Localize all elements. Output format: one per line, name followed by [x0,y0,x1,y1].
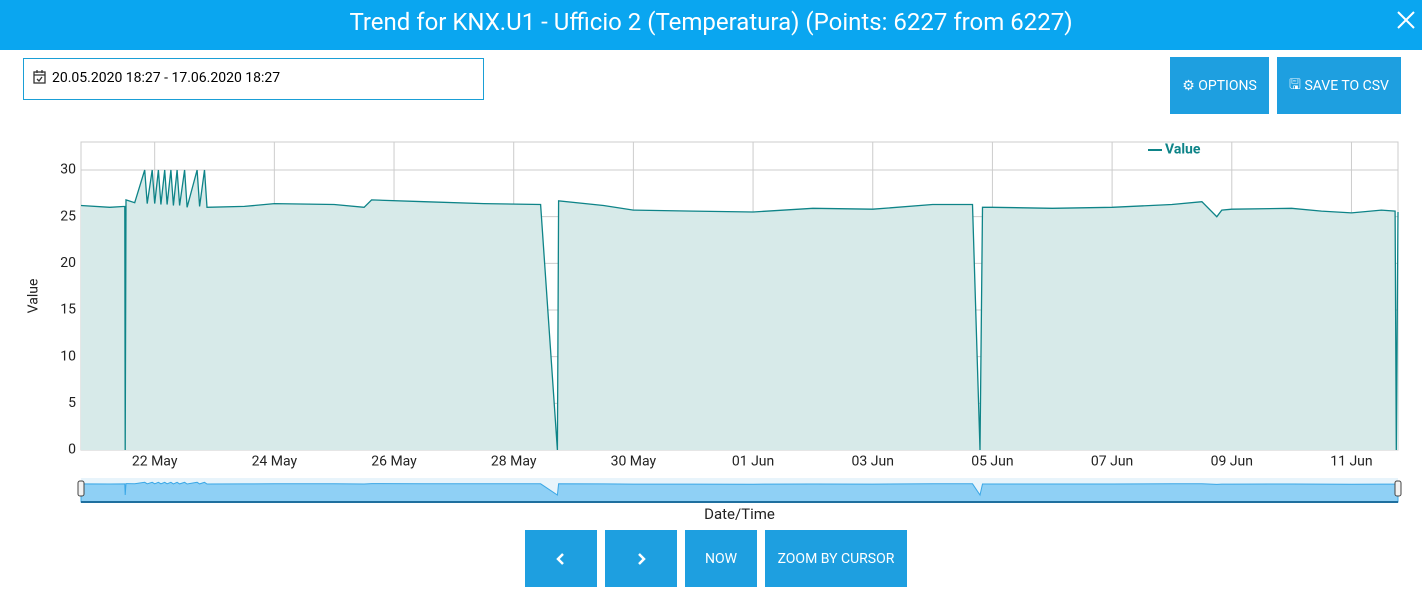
chart: 0 5 10 15 20 25 30 22 May 24 May 26 May 28 May 30 M… [26,141,1402,523]
x-tick-label: 01 Jun [732,454,774,470]
zoom-button[interactable]: ZOOM BY CURSOR [765,530,907,587]
prev-icon [556,552,564,565]
button-label: 🖫 [1289,76,1305,93]
navigator-handle [1394,480,1402,497]
series-line [80,169,1399,451]
y-tick-label: 30 [60,162,76,178]
x-tick-label: 09 Jun [1211,454,1253,470]
x-tick-label: 05 Jun [971,454,1013,470]
date-range-input[interactable]: 20.05.2020 18:27 - 17.06.2020 18:27 [23,58,484,100]
y-tick-label: 5 [68,395,76,411]
x-tick-label: 24 May [252,454,298,470]
options-button[interactable]: ⚙ OPTIONS [1170,57,1269,114]
y-tick-label: 25 [60,208,76,224]
button-label: SAVE TO CSV [1304,77,1389,94]
area-fill [81,170,1398,450]
y-tick-label: 10 [60,348,76,364]
x-tick-label: 03 Jun [852,454,894,470]
x-tick-label: 26 May [371,454,417,470]
prev-button[interactable] [525,530,597,587]
y-tick-label: 15 [60,302,76,318]
legend-label: Value [1165,142,1201,158]
y-axis-label: Value [26,279,42,314]
x-tick-label: 22 May [132,454,178,470]
x-tick-label: 11 Jun [1330,454,1372,470]
x-tick-label: 30 May [611,454,657,470]
navigator-handle [77,480,85,497]
navigator-area [80,481,1399,503]
calendar-icon [33,70,46,84]
now-button[interactable]: NOW [685,530,757,587]
save-csv-button[interactable]: 🖫 SAVE TO CSV [1277,57,1401,114]
next-button[interactable] [605,530,677,587]
button-label: OPTIONS [1198,77,1257,94]
y-tick-label: 0 [68,442,76,458]
button-label: ⚙ [1182,77,1199,94]
next-icon [638,552,646,565]
x-tick-label: 28 May [491,454,537,470]
y-tick-label: 20 [60,255,76,271]
x-axis-label: Date/Time [704,505,775,523]
dialog-title: Trend for KNX.U1 - Ufficio 2 (Temperatur… [0,0,1422,50]
x-tick-label: 07 Jun [1091,454,1133,470]
